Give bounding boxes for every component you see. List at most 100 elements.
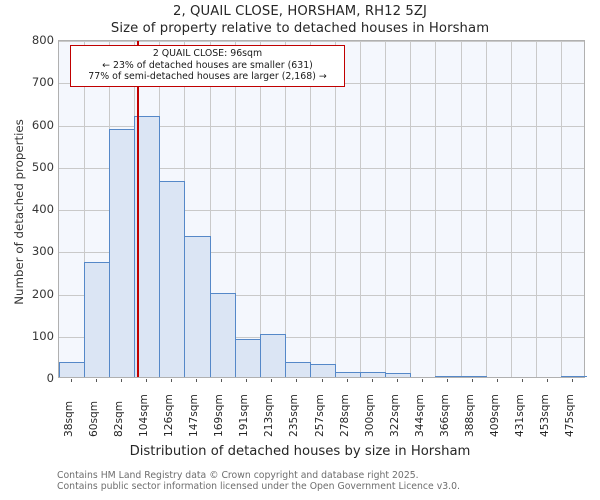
grid-line-vertical [235, 41, 236, 377]
bar [109, 128, 135, 377]
grid-line-vertical [511, 41, 512, 377]
y-tick-label: 800 [31, 33, 54, 47]
attribution-footer: Contains HM Land Registry data © Crown c… [57, 470, 460, 493]
grid-line-horizontal [59, 210, 584, 211]
footer-line-2: Contains public sector information licen… [57, 481, 460, 493]
bar [184, 236, 211, 377]
bar [285, 361, 311, 377]
grid-line-vertical [410, 41, 411, 377]
y-tick-label: 0 [46, 371, 54, 385]
x-tick-mark [246, 379, 247, 382]
y-tick-label: 700 [31, 75, 54, 90]
x-tick-mark [146, 379, 147, 382]
x-tick-mark [472, 379, 473, 382]
footer-line-1: Contains HM Land Registry data © Crown c… [57, 470, 419, 481]
x-tick-label: 453sqm [539, 394, 552, 437]
grid-line-vertical [210, 41, 211, 377]
x-tick-label: 409sqm [489, 394, 502, 437]
x-tick-mark [271, 379, 272, 382]
x-tick-mark [171, 379, 172, 382]
x-tick-label: 475sqm [564, 394, 577, 437]
x-tick-mark [221, 379, 222, 382]
y-tick-label: 100 [31, 328, 54, 343]
x-tick-mark [322, 379, 323, 382]
x-tick-mark [522, 379, 523, 382]
grid-line-horizontal [59, 336, 584, 338]
y-axis-label: Number of detached properties [12, 119, 26, 305]
x-tick-mark [96, 379, 97, 382]
grid-line-vertical [536, 41, 537, 377]
bar [435, 375, 462, 377]
grid-line-vertical [385, 41, 386, 377]
x-axis-ticks: 38sqm 60sqm 82sqm 104sqm 126sqm 147sqm 169sqm 1… [0, 379, 600, 441]
bar [84, 261, 110, 377]
x-tick-label: 322sqm [388, 394, 401, 437]
x-tick-mark [296, 379, 297, 382]
annotation-line-2: ← 23% of detached houses are smaller (63… [102, 59, 313, 71]
grid-line-horizontal [59, 252, 584, 254]
grid-line-vertical [461, 41, 462, 377]
x-tick-label: 344sqm [413, 394, 426, 437]
bar [385, 373, 411, 377]
bar [310, 364, 336, 377]
bar [335, 371, 361, 377]
bar [561, 375, 587, 377]
x-tick-mark [372, 379, 373, 382]
x-tick-label: 388sqm [464, 394, 477, 437]
x-tick-mark [447, 379, 448, 382]
x-tick-label: 60sqm [87, 400, 100, 437]
bar-series [59, 41, 587, 377]
grid-line-vertical [360, 41, 361, 377]
x-tick-label: 235sqm [288, 394, 301, 437]
x-tick-mark [71, 379, 72, 382]
annotation-line-1: 2 QUAIL CLOSE: 96sqm [152, 48, 263, 59]
grid-line-vertical [561, 41, 562, 377]
x-tick-label: 366sqm [438, 394, 451, 437]
bar [461, 375, 487, 377]
grid-line-vertical [335, 41, 336, 377]
grid-line-horizontal [59, 41, 584, 42]
annotation-box: 2 QUAIL CLOSE: 96sqm ← 23% of detached h… [70, 45, 345, 87]
grid-line-vertical [84, 41, 85, 377]
grid-line-vertical [486, 41, 487, 377]
bar [210, 293, 236, 377]
x-tick-mark [347, 379, 348, 382]
grid-line-horizontal [59, 167, 584, 169]
bar [260, 333, 286, 377]
y-tick-label: 200 [31, 286, 54, 301]
x-tick-label: 169sqm [213, 394, 226, 437]
x-tick-label: 38sqm [62, 400, 75, 437]
x-tick-mark [547, 379, 548, 382]
x-tick-mark [497, 379, 498, 382]
y-tick-label: 400 [31, 202, 54, 216]
x-tick-mark [397, 379, 398, 382]
x-tick-label: 147sqm [188, 394, 201, 437]
x-tick-label: 126sqm [162, 394, 175, 437]
grid-line-horizontal [59, 294, 584, 296]
x-tick-label: 191sqm [238, 394, 251, 437]
x-axis-label: Distribution of detached houses by size … [129, 444, 471, 459]
bar [235, 338, 261, 377]
x-tick-mark [572, 379, 573, 382]
x-tick-label: 104sqm [137, 394, 150, 437]
x-tick-label: 82sqm [112, 400, 125, 437]
x-tick-mark [196, 379, 197, 382]
bar [59, 362, 85, 377]
x-tick-label: 213sqm [263, 394, 276, 437]
x-tick-label: 300sqm [363, 394, 376, 437]
page-title: 2, QUAIL CLOSE, HORSHAM, RH12 5ZJ [172, 4, 427, 19]
x-tick-mark [422, 379, 423, 382]
y-tick-label: 300 [31, 244, 54, 259]
x-tick-mark [121, 379, 122, 382]
plot-area [58, 40, 587, 378]
x-tick-label: 431sqm [514, 394, 527, 437]
bar [159, 181, 185, 377]
chart-subtitle: Size of property relative to detached ho… [110, 21, 490, 36]
y-tick-label: 600 [31, 117, 54, 132]
y-tick-label: 500 [31, 159, 54, 174]
grid-line-vertical [435, 41, 436, 377]
annotation-line-3: 77% of semi-detached houses are larger (… [88, 71, 327, 83]
property-marker-line [137, 41, 140, 377]
grid-line-horizontal [59, 125, 584, 127]
